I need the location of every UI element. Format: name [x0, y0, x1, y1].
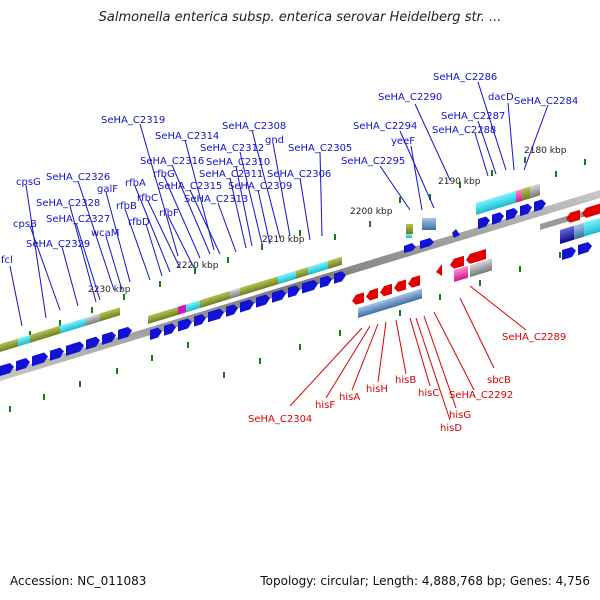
reverse-feature-band	[358, 258, 492, 318]
gene-label: fcl	[1, 255, 13, 266]
gene-label: SeHA_C2294	[353, 121, 417, 132]
scale-label: 2210 kbp	[262, 235, 305, 245]
scale-label: 2230 kbp	[88, 285, 131, 295]
gene-label: SeHA_C2319	[101, 115, 165, 126]
gene-label: galF	[97, 184, 118, 195]
gene-label: SeHA_C2313	[184, 194, 248, 205]
scale-label: 2180 kbp	[524, 146, 567, 156]
gene-label: SeHA_C2327	[46, 214, 110, 225]
gene-label: hisB	[395, 375, 416, 386]
forward-feature-band	[0, 183, 600, 352]
scale-label: 2190 kbp	[438, 177, 481, 187]
gene-label: yeeF	[391, 136, 415, 147]
gene-label: rfbD	[128, 217, 150, 228]
gene-label: SeHA_C2311	[199, 169, 263, 180]
gene-label: SeHA_C2286	[433, 72, 497, 83]
scale-label: 2200 kbp	[350, 207, 393, 217]
gene-label: hisF	[315, 400, 335, 411]
genome-title: Salmonella enterica subsp. enterica sero…	[98, 10, 502, 25]
gene-label: rfbF	[159, 208, 179, 219]
genome-summary: Topology: circular; Length: 4,888,768 bp…	[260, 574, 590, 588]
gene-label: SeHA_C2295	[341, 156, 405, 167]
gene-label: wcaM	[91, 228, 119, 239]
scale-label: 2220 kbp	[176, 261, 219, 271]
forward-gene-arrows	[0, 199, 592, 376]
gene-label: SeHA_C2284	[514, 96, 578, 107]
gene-label: dacD	[488, 92, 514, 103]
gene-label: SeHA_C2288	[432, 125, 496, 136]
gene-label: SeHA_C2305	[288, 143, 352, 154]
gene-label: SeHA_C2309	[228, 181, 292, 192]
reverse-leader-lines	[289, 285, 527, 421]
gene-label: hisH	[366, 384, 388, 395]
gene-label: rfbA	[125, 178, 146, 189]
gene-label: rfbB	[116, 201, 137, 212]
gene-label: SeHA_C2290	[378, 92, 442, 103]
gene-label: gnd	[265, 135, 284, 146]
gene-label: hisD	[440, 423, 462, 434]
gene-label: SeHA_C2306	[267, 169, 331, 180]
gene-label: SeHA_C2328	[36, 198, 100, 209]
gene-label: SeHA_C2287	[441, 111, 505, 122]
gene-label: SeHA_C2308	[222, 121, 286, 132]
forward-leader-lines	[9, 81, 549, 327]
gene-label: SeHA_C2326	[46, 172, 110, 183]
gene-label: SeHA_C2315	[158, 181, 222, 192]
gene-label: sbcB	[487, 375, 511, 386]
gene-label: SeHA_C2304	[248, 414, 312, 425]
gene-label: SeHA_C2289	[502, 332, 566, 343]
reverse-gene-arrows	[352, 203, 600, 305]
gene-label: rfbC	[137, 193, 158, 204]
accession-label: Accession: NC_011083	[10, 574, 147, 588]
gene-label: rfbG	[153, 169, 175, 180]
gene-label: cpsB	[13, 219, 37, 230]
gene-label: SeHA_C2310	[206, 157, 270, 168]
gene-label: hisC	[418, 388, 439, 399]
gene-label: SeHA_C2312	[200, 143, 264, 154]
gene-label: SeHA_C2329	[26, 239, 90, 250]
reverse-gene-labels: SeHA_C2289 sbcB SeHA_C2292 hisG hisD his…	[248, 332, 566, 434]
inner-tick-row	[9, 252, 561, 412]
gene-label: hisG	[449, 410, 471, 421]
gene-label: SeHA_C2292	[449, 390, 513, 401]
forward-gene-labels: SeHA_C2286 dacD SeHA_C2284 SeHA_C2290 Se…	[1, 72, 578, 266]
gene-label: SeHA_C2316	[140, 156, 204, 167]
gene-label: hisA	[339, 392, 360, 403]
gene-label: cpsG	[16, 177, 41, 188]
scale-labels: 2180 kbp 2190 kbp 2200 kbp 2210 kbp 2220…	[88, 146, 567, 295]
gene-label: SeHA_C2314	[155, 131, 219, 142]
